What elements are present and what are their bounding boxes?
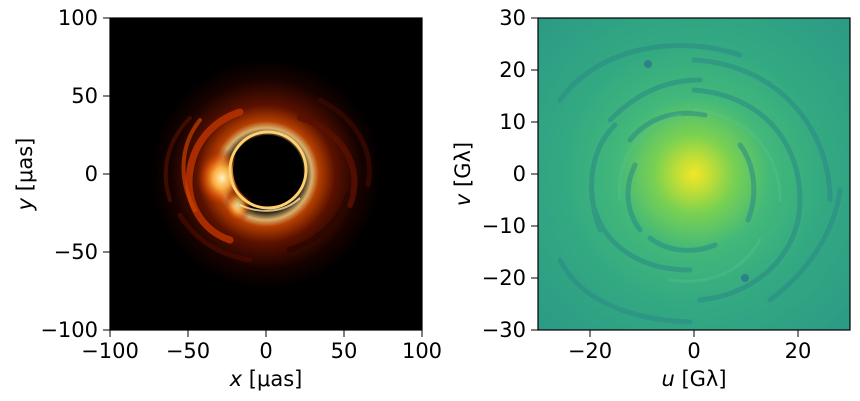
- visibility-heatmap: [538, 18, 850, 330]
- visibility-y-tick-label: 10: [499, 110, 526, 134]
- visibility-x-ticks: −20 0 20: [568, 330, 812, 363]
- image-y-tick-label: 50: [71, 84, 98, 108]
- visibility-panel: −20 0 20 30 20 10 0 −10 −20 −30 u [Gλ] v…: [451, 6, 851, 391]
- image-heatmap: [110, 18, 422, 330]
- image-y-tick-label: 0: [85, 162, 98, 186]
- visibility-y-tick-label: 0: [513, 162, 526, 186]
- visibility-y-tick-label: −20: [482, 266, 526, 290]
- visibility-y-tick-label: 20: [499, 58, 526, 82]
- visibility-x-tick-label: −20: [568, 339, 612, 363]
- visibility-y-tick-label: −30: [482, 318, 526, 342]
- visibility-x-tick-label: 0: [687, 339, 700, 363]
- image-x-tick-label: 0: [259, 339, 272, 363]
- visibility-y-tick-label: 30: [499, 6, 526, 30]
- image-y-tick-label: −50: [54, 240, 98, 264]
- image-x-tick-label: 100: [402, 339, 442, 363]
- image-y-tick-label: −100: [40, 318, 98, 342]
- image-x-tick-label: −50: [166, 339, 210, 363]
- image-y-ticks: 100 50 0 −50 −100: [40, 6, 110, 342]
- image-x-ticks: −100 −50 0 50 100: [81, 330, 442, 363]
- image-y-tick-label: 100: [58, 6, 98, 30]
- visibility-x-tick-label: 20: [785, 339, 812, 363]
- visibility-y-ticks: 30 20 10 0 −10 −20 −30: [482, 6, 538, 342]
- image-y-axis-label: y [μas]: [13, 138, 37, 212]
- image-x-axis-label: x [μas]: [229, 367, 303, 391]
- visibility-x-axis-label: u [Gλ]: [661, 367, 726, 391]
- visibility-y-tick-label: −10: [482, 214, 526, 238]
- visibility-y-axis-label: v [Gλ]: [451, 142, 475, 206]
- image-panel: −100 −50 0 50 100 100 50 0 −50 −100 x [μ…: [13, 6, 442, 391]
- image-x-tick-label: −100: [81, 339, 139, 363]
- image-x-tick-label: 50: [331, 339, 358, 363]
